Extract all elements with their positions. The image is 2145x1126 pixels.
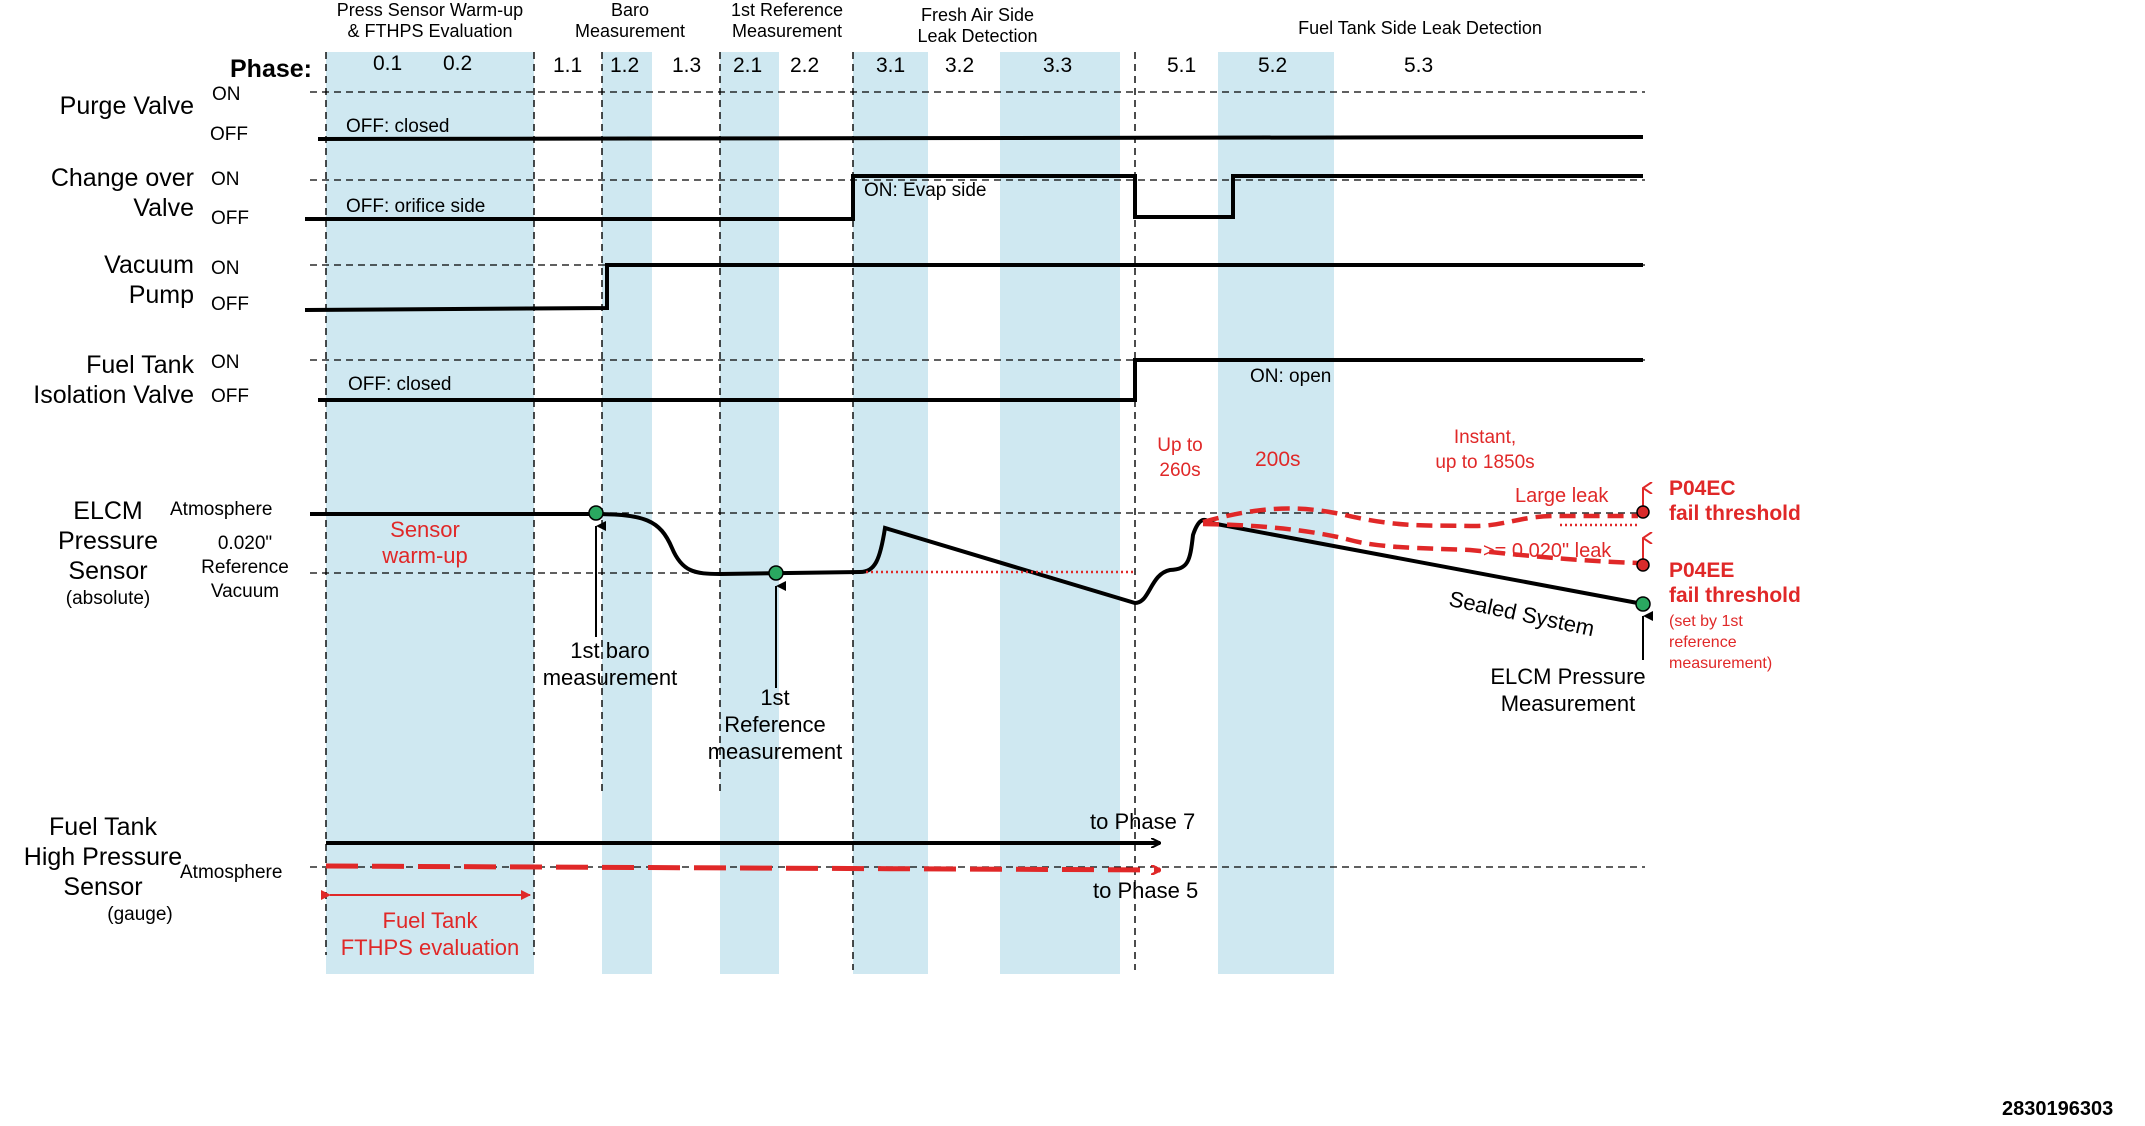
vacuum-pump-trace	[304, 263, 1643, 312]
ftiv-state-off: OFF: closed	[348, 374, 452, 395]
large-leak-label: Large leak	[1515, 485, 1609, 507]
fthps-to-phase5-arrow	[325, 863, 1160, 870]
annotation-arrows	[595, 521, 1653, 688]
changeover-state-off: OFF: orifice side	[346, 196, 486, 217]
purge-valve-trace	[317, 135, 1644, 141]
elcm-pressure-trace	[310, 512, 1644, 606]
phase-0-1: 0.1	[373, 52, 403, 75]
baro-marker	[588, 505, 604, 521]
phase-separators	[325, 52, 1136, 970]
p04ee-marker	[1636, 558, 1650, 572]
group-header-fuel-tank-side: Fuel Tank Side Leak Detection	[1298, 18, 1542, 38]
ftiv-trace	[318, 358, 1643, 402]
baro-measurement-label: 1st baro measurement	[542, 638, 678, 690]
phase-1-1: 1.1	[553, 54, 583, 77]
to-phase7-label: to Phase 7	[1090, 809, 1196, 834]
changeover-valve-label: Change over Valve	[50, 164, 194, 222]
group-header-reference: 1st Reference Measurement	[730, 0, 844, 41]
phase51-time-label: Up to 260s	[1157, 435, 1203, 481]
changeover-state-on: ON: Evap side	[864, 180, 987, 201]
purge-off-label: OFF	[210, 124, 248, 145]
phase-3-2: 3.2	[945, 54, 975, 77]
vacuum-pump-label: Vacuum Pump	[104, 251, 194, 309]
group-header-baro: Baro Measurement	[574, 0, 686, 41]
measurement-marker	[1635, 596, 1651, 612]
ftiv-off-label: OFF	[211, 386, 249, 407]
p04ee-note: (set by 1st reference measurement)	[1669, 613, 1773, 672]
phase-5-2: 5.2	[1258, 54, 1288, 77]
elcm-reference-label: 0.020" Reference Vacuum	[201, 533, 289, 602]
sensor-warmup-label: Sensor warm-up	[382, 517, 468, 569]
phase-1-2: 1.2	[610, 54, 640, 77]
group-header-fresh-air: Fresh Air Side Leak Detection	[917, 5, 1038, 46]
purge-on-label: ON	[212, 84, 241, 105]
figure-id: 2830196303	[2002, 1098, 2114, 1120]
group-header-warmup: Press Sensor Warm-up & FTHPS Evaluation	[336, 0, 524, 41]
small-leak-label: >= 0.020" leak	[1483, 540, 1612, 562]
fthps-label: Fuel Tank High Pressure Sensor	[23, 813, 183, 901]
ftiv-on-label: ON	[211, 352, 240, 373]
ftiv-label: Fuel Tank Isolation Valve	[33, 351, 194, 409]
fthps-evaluation-label: Fuel Tank FTHPS evaluation	[340, 908, 520, 961]
elcm-label: ELCM Pressure Sensor	[57, 497, 159, 585]
reference-measurement-label: 1st Reference measurement	[707, 685, 843, 764]
p04ec-label: P04EC fail threshold	[1669, 477, 1801, 526]
purge-valve-label: Purge Valve	[59, 92, 194, 120]
p04ee-label: P04EE fail threshold	[1669, 559, 1801, 608]
large-leak-curve	[1202, 506, 1638, 529]
phase-label: Phase:	[230, 55, 312, 83]
phase-3-3: 3.3	[1043, 54, 1073, 77]
phase52-time-label: 200s	[1255, 448, 1301, 471]
pump-on-label: ON	[211, 258, 240, 279]
phase-2-2: 2.2	[790, 54, 820, 77]
elcm-atmosphere-label: Atmosphere	[170, 499, 273, 520]
small-leak-curve	[1202, 521, 1639, 566]
phase-5-1: 5.1	[1167, 54, 1197, 77]
elcm-measurement-label: ELCM Pressure Measurement	[1490, 664, 1646, 716]
phase-2-1: 2.1	[733, 54, 763, 77]
purge-state-text: OFF: closed	[346, 116, 450, 137]
fthps-gauge-label: (gauge)	[107, 904, 173, 925]
elcm-absolute-label: (absolute)	[65, 588, 151, 609]
phase-0-2: 0.2	[443, 52, 473, 75]
changeover-off-label: OFF	[211, 208, 249, 229]
digital-traces	[304, 135, 1644, 402]
p04ec-marker	[1636, 505, 1650, 519]
ftiv-state-on: ON: open	[1250, 366, 1332, 387]
reference-marker	[768, 565, 784, 581]
pump-off-label: OFF	[211, 294, 249, 315]
phase-3-1: 3.1	[876, 54, 906, 77]
to-phase5-label: to Phase 5	[1093, 878, 1199, 903]
phase53-time-label: Instant, up to 1850s	[1435, 427, 1535, 474]
phase-5-3: 5.3	[1404, 54, 1434, 77]
phase-1-3: 1.3	[672, 54, 702, 77]
fthps-atmosphere-label: Atmosphere	[180, 862, 283, 883]
changeover-valve-trace	[305, 174, 1643, 221]
changeover-on-label: ON	[211, 169, 240, 190]
